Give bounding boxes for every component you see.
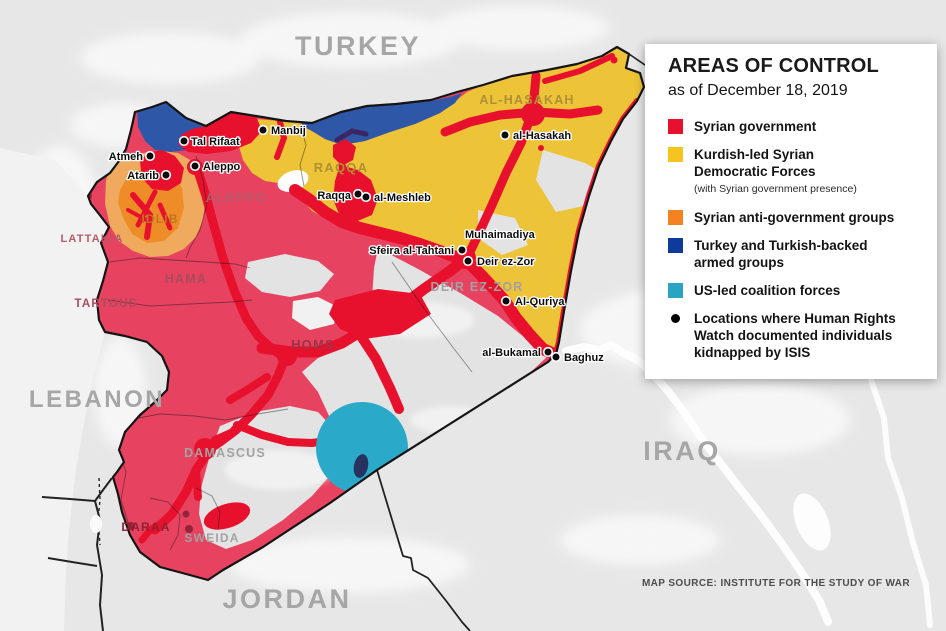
syria-border <box>86 45 646 582</box>
swatch-syrian-government <box>668 119 683 134</box>
legend-note-kurdish-sdf: (with Syrian government presence) <box>694 183 857 195</box>
city-dot-atarib <box>160 169 172 181</box>
city-dot-al-quriya <box>500 295 512 307</box>
swatch-kurdish-sdf <box>668 147 683 162</box>
province-label-hama: HAMA <box>165 272 207 286</box>
city-dot-deir-ez-zor <box>462 255 474 267</box>
kidnap-location-dots <box>144 124 562 363</box>
black-dot-icon <box>671 314 680 323</box>
country-label-lebanon: LEBANON <box>29 386 165 413</box>
legend-label-turkey-backed-line1: Turkey and Turkish-backed <box>694 238 868 253</box>
legend-item-us-coalition: US-led coalition forces <box>668 282 919 299</box>
idlib-red-roads <box>126 189 173 240</box>
city-label-baghuz: Baghuz <box>564 352 604 364</box>
city-dot-atmeh <box>144 150 156 162</box>
legend-item-turkey-backed: Turkey and Turkish-backed armed groups <box>668 237 919 271</box>
province-label-aleppo: ALEPPO <box>206 190 267 205</box>
city-label-deir-ez-zor: Deir ez-Zor <box>477 256 535 268</box>
swatch-us-coalition <box>668 283 683 298</box>
map-source-credit: MAP SOURCE: INSTITUTE FOR THE STUDY OF W… <box>642 578 910 589</box>
city-label-sfeira-al-tahtani: Sfeira al-Tahtani <box>369 245 454 257</box>
city-label-atarib: Atarib <box>127 170 159 182</box>
province-label-tartous: TARTOUS <box>75 298 138 310</box>
sea-of-galilee <box>90 515 102 533</box>
city-dot-al-meshleb <box>360 191 372 203</box>
legend-item-kidnap-locations: Locations where Human Rights Watch docum… <box>668 310 919 361</box>
province-label-homs: HOMS <box>291 337 335 352</box>
swatch-anti-government <box>668 210 683 225</box>
province-label-daraa: DARAA <box>121 520 170 534</box>
legend-label-kidnap-line3: kidnapped by ISIS <box>694 345 811 360</box>
province-label-al-hasakah: AL-HASAKAH <box>479 93 574 107</box>
lake-assad <box>277 170 309 192</box>
province-label-damascus: DAMASCUS <box>184 446 266 460</box>
city-dot-tal-rifaat <box>178 135 190 147</box>
city-dot-al-hasakah <box>499 129 511 141</box>
legend-items: Syrian government Kurdish-led Syrian Dem… <box>668 118 919 361</box>
legend-label-kurdish-sdf-line1: Kurdish-led Syrian <box>694 147 815 162</box>
city-label-aleppo: Aleppo <box>203 161 241 173</box>
zone-turkey-backed-strip <box>302 93 462 145</box>
legend-item-kurdish-sdf: Kurdish-led Syrian Democratic Forces (wi… <box>668 146 919 198</box>
city-label-manbij: Manbij <box>271 125 306 137</box>
iraq-lake <box>793 493 831 551</box>
city-dot-al-bukamal <box>542 346 554 358</box>
province-label-raqqa: RAQQA <box>314 160 368 175</box>
ain-issa-dark-road <box>334 128 369 143</box>
legend-item-syrian-government: Syrian government <box>668 118 919 135</box>
city-label-atmeh: Atmeh <box>109 151 144 163</box>
city-label-muhaimadiya: Muhaimadiya <box>465 229 536 241</box>
legend-label-kurdish-sdf-line2: Democratic Forces <box>694 164 816 179</box>
city-dot-baghuz <box>550 351 562 363</box>
province-label-deir-ez-zor: DEIR EZ-ZOR <box>430 280 523 294</box>
legend-item-anti-government: Syrian anti-government groups <box>668 209 919 226</box>
legend-label-us-coalition: US-led coalition forces <box>694 283 841 298</box>
province-label-sweida: SWEIDA <box>184 531 239 545</box>
legend-title: AREAS OF CONTROL <box>668 55 879 77</box>
city-label-tal-rifaat: Tal Rifaat <box>191 136 240 148</box>
government-road-blobs <box>187 56 618 530</box>
swatch-turkey-backed <box>668 238 683 253</box>
country-label-iraq: IRAQ <box>643 436 721 466</box>
legend-label-turkey-backed-line2: armed groups <box>694 255 785 270</box>
city-label-al-bukamal: al-Bukamal <box>482 347 541 359</box>
homs-lake <box>292 297 338 330</box>
city-dot-sfeira-al-tahtani <box>456 244 468 256</box>
province-label-lattakia: LATTAKIA <box>61 233 124 245</box>
city-markers: Atmeh Tal Rifaat Manbij Atarib Aleppo Ra… <box>107 124 605 366</box>
city-dot-manbij <box>257 124 269 136</box>
legend-subtitle: as of December 18, 2019 <box>668 82 848 99</box>
zone-government-tal-rifaat <box>178 112 262 154</box>
city-label-al-hasakah: al-Hasakah <box>513 130 571 142</box>
country-label-turkey: TURKEY <box>295 31 421 61</box>
city-label-al-meshleb: al-Meshleb <box>374 192 431 204</box>
legend-label-kidnap-line2: Watch documented individuals <box>694 328 893 343</box>
city-dot-aleppo <box>189 160 201 172</box>
mediterranean-sea <box>0 148 109 631</box>
legend-panel: AREAS OF CONTROL as of December 18, 2019… <box>645 44 937 379</box>
city-label-raqqa: Raqqa <box>317 190 352 202</box>
zone-kurdish-sdf <box>233 47 644 354</box>
legend-label-kidnap-line1: Locations where Human Rights <box>694 311 896 326</box>
al-tanf-garrison-mark <box>353 454 369 478</box>
legend-label-anti-government: Syrian anti-government groups <box>694 210 895 225</box>
city-label-al-quriya: Al-Quriya <box>515 296 565 308</box>
legend-label-syrian-government: Syrian government <box>694 119 817 134</box>
province-label-idlib: IDLIB <box>141 212 178 226</box>
country-label-jordan: JORDAN <box>222 584 351 614</box>
